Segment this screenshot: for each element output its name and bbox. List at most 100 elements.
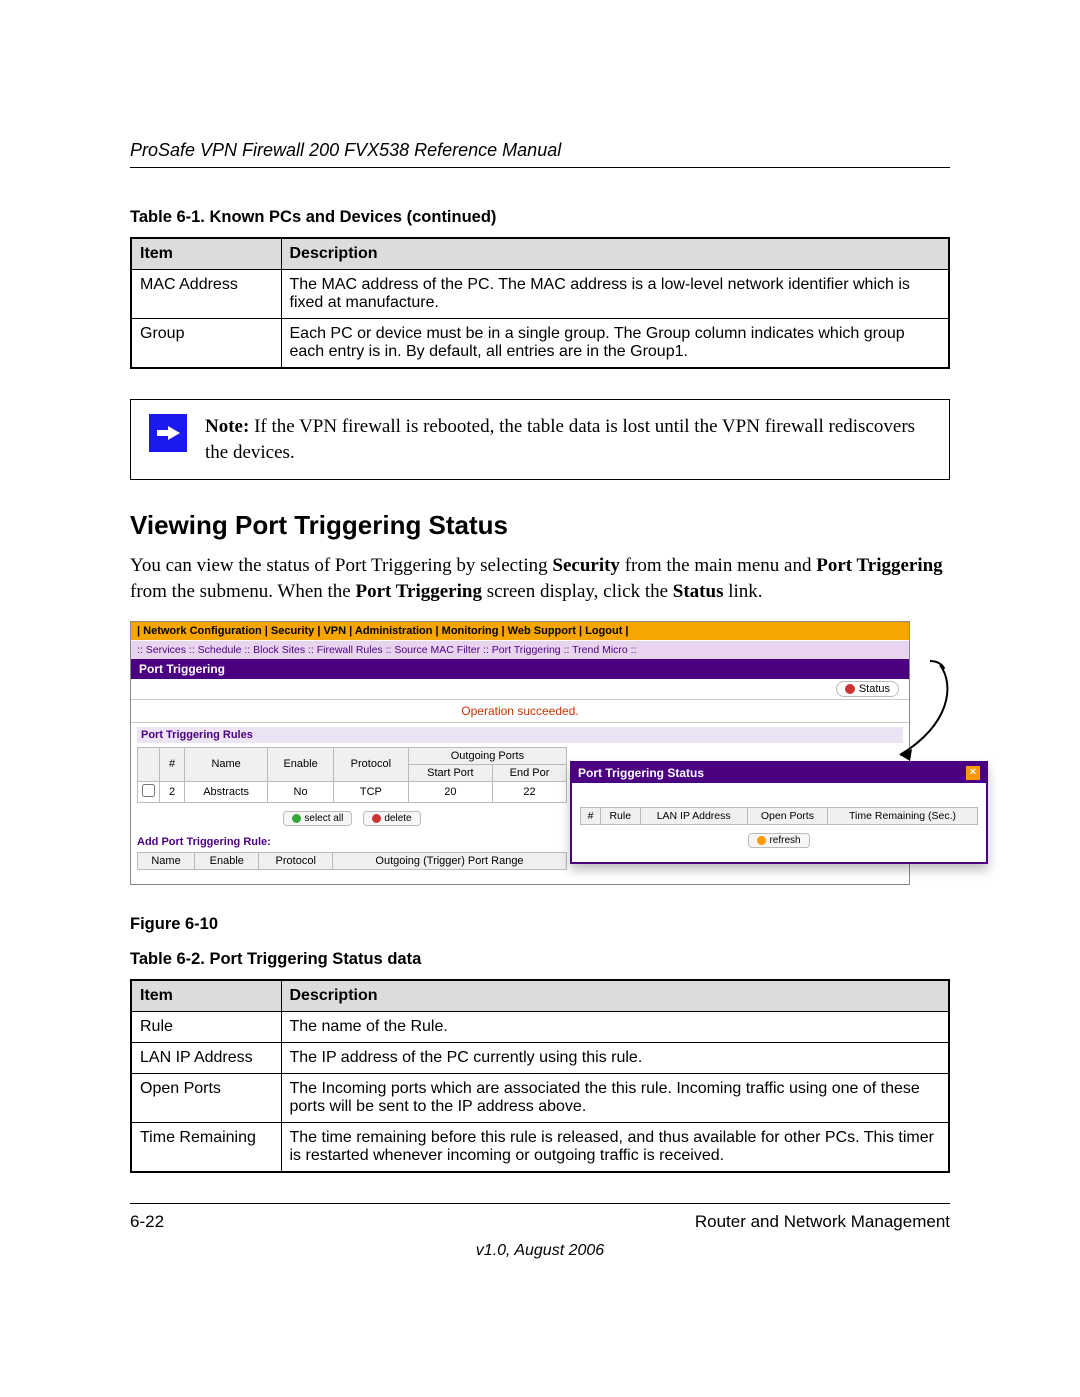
text: link.	[723, 581, 762, 602]
popup-title-bar: Port Triggering Status ×	[572, 763, 986, 783]
table-1-caption: Table 6-1. Known PCs and Devices (contin…	[130, 208, 950, 227]
th-open: Open Ports	[747, 807, 827, 824]
refresh-row: refresh	[580, 825, 978, 852]
cell-item: Group	[131, 319, 281, 369]
th-name: Name	[138, 852, 195, 869]
text: from the submenu. When the	[130, 581, 356, 602]
status-link-label: Status	[859, 683, 890, 695]
popup-title-text: Port Triggering Status	[578, 766, 704, 780]
text: from the main menu and	[620, 555, 816, 576]
button-row: select all delete	[137, 807, 567, 830]
rules-table: # Name Enable Protocol Outgoing Ports St…	[137, 747, 567, 803]
th-num: #	[581, 807, 601, 824]
panel-title: Port Triggering	[131, 659, 909, 679]
text: You can view the status of Port Triggeri…	[130, 555, 552, 576]
status-link[interactable]: Status	[836, 681, 899, 697]
delete-icon	[372, 814, 381, 823]
th-enable: Enable	[268, 747, 334, 781]
main-nav-bar[interactable]: | Network Configuration | Security | VPN…	[131, 622, 909, 640]
button-label: delete	[384, 813, 411, 824]
rules-heading: Port Triggering Rules	[137, 727, 903, 743]
th-outgoing: Outgoing Ports	[408, 747, 566, 764]
add-rule-table: Name Enable Protocol Outgoing (Trigger) …	[137, 852, 567, 870]
cell-desc: The Incoming ports which are associated …	[281, 1073, 949, 1122]
table-row: Rule The name of the Rule.	[131, 1011, 949, 1042]
note-text: Note: If the VPN firewall is rebooted, t…	[205, 414, 931, 465]
cell-desc: The time remaining before this rule is r…	[281, 1122, 949, 1172]
footer-section-name: Router and Network Management	[695, 1212, 950, 1232]
cell-end: 22	[492, 781, 566, 802]
table-row: Group Each PC or device must be in a sin…	[131, 319, 949, 369]
button-label: refresh	[769, 835, 800, 846]
section-heading: Viewing Port Triggering Status	[130, 510, 950, 541]
figure-caption: Figure 6-10	[130, 915, 950, 934]
table-row: LAN IP Address The IP address of the PC …	[131, 1042, 949, 1073]
checkbox[interactable]	[142, 784, 155, 797]
text: screen display, click the	[482, 581, 673, 602]
table-header-description: Description	[281, 980, 949, 1012]
bold-text: Status	[673, 581, 724, 602]
cell-protocol: TCP	[333, 781, 408, 802]
table-row: MAC Address The MAC address of the PC. T…	[131, 270, 949, 319]
table-known-pcs: Item Description MAC Address The MAC add…	[130, 237, 950, 369]
table-2-caption: Table 6-2. Port Triggering Status data	[130, 950, 950, 969]
note-body: If the VPN firewall is rebooted, the tab…	[205, 416, 915, 463]
cell-desc: The IP address of the PC currently using…	[281, 1042, 949, 1073]
th-name: Name	[185, 747, 268, 781]
status-dot-icon	[845, 684, 855, 694]
arrow-note-icon	[149, 414, 187, 452]
table-header-description: Description	[281, 238, 949, 270]
th-end: End Por	[492, 764, 566, 781]
th-time: Time Remaining (Sec.)	[828, 807, 978, 824]
cell-desc: The name of the Rule.	[281, 1011, 949, 1042]
bold-text: Port Triggering	[356, 581, 482, 602]
table-row: Time Remaining The time remaining before…	[131, 1122, 949, 1172]
th-num: #	[160, 747, 185, 781]
table-header-item: Item	[131, 238, 281, 270]
th-start: Start Port	[408, 764, 492, 781]
footer-page-number: 6-22	[130, 1212, 164, 1232]
cell-item: Time Remaining	[131, 1122, 281, 1172]
cell-num: 2	[160, 781, 185, 802]
th-checkbox	[138, 747, 160, 781]
delete-button[interactable]: delete	[363, 811, 420, 826]
bold-text: Security	[552, 555, 620, 576]
row-checkbox[interactable]	[138, 781, 160, 802]
check-icon	[292, 814, 301, 823]
figure-screenshot: | Network Configuration | Security | VPN…	[130, 621, 950, 901]
cell-item: Rule	[131, 1011, 281, 1042]
close-button[interactable]: ×	[966, 766, 980, 780]
table-row[interactable]: 2 Abstracts No TCP 20 22	[138, 781, 567, 802]
cell-start: 20	[408, 781, 492, 802]
th-protocol: Protocol	[333, 747, 408, 781]
th-rule: Rule	[601, 807, 641, 824]
cell-enable: No	[268, 781, 334, 802]
cell-desc: The MAC address of the PC. The MAC addre…	[281, 270, 949, 319]
refresh-button[interactable]: refresh	[748, 833, 809, 848]
cell-item: LAN IP Address	[131, 1042, 281, 1073]
th-lan: LAN IP Address	[640, 807, 747, 824]
status-popup: Port Triggering Status × # Rule LAN IP A…	[570, 761, 988, 864]
cell-name: Abstracts	[185, 781, 268, 802]
document-page: ProSafe VPN Firewall 200 FVX538 Referenc…	[0, 0, 1080, 1320]
table-row: Open Ports The Incoming ports which are …	[131, 1073, 949, 1122]
th-range: Outgoing (Trigger) Port Range	[332, 852, 566, 869]
select-all-button[interactable]: select all	[283, 811, 352, 826]
page-footer: 6-22 Router and Network Management	[130, 1203, 950, 1232]
bold-text: Port Triggering	[816, 555, 942, 576]
cell-desc: Each PC or device must be in a single gr…	[281, 319, 949, 369]
table-port-triggering-status: Item Description Rule The name of the Ru…	[130, 979, 950, 1173]
footer-version: v1.0, August 2006	[130, 1242, 950, 1260]
popup-body: # Rule LAN IP Address Open Ports Time Re…	[572, 783, 986, 862]
body-paragraph: You can view the status of Port Triggeri…	[130, 553, 950, 604]
cell-item: MAC Address	[131, 270, 281, 319]
operation-message: Operation succeeded.	[131, 700, 909, 723]
th-enable: Enable	[195, 852, 259, 869]
document-title: ProSafe VPN Firewall 200 FVX538 Referenc…	[130, 140, 950, 168]
sub-nav-bar[interactable]: :: Services :: Schedule :: Block Sites :…	[131, 640, 909, 659]
button-label: select all	[304, 813, 343, 824]
popup-status-table: # Rule LAN IP Address Open Ports Time Re…	[580, 807, 978, 825]
table-header-item: Item	[131, 980, 281, 1012]
note-label: Note:	[205, 416, 249, 437]
th-protocol: Protocol	[259, 852, 332, 869]
